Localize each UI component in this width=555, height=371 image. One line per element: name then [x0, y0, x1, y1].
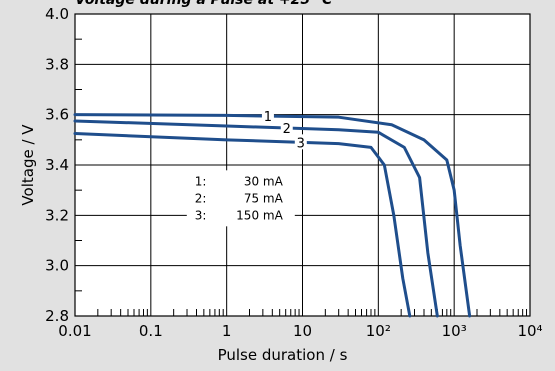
- y-tick-label: 4.0: [45, 5, 69, 23]
- curve-label-bg: [294, 134, 307, 150]
- x-axis-title: Pulse duration / s: [218, 346, 348, 364]
- y-tick-label: 3.2: [45, 206, 69, 224]
- y-tick-label: 3.6: [45, 106, 69, 124]
- x-tick-label: 10: [293, 322, 312, 340]
- curve-label-bg: [280, 120, 293, 136]
- legend-number: 1:: [195, 174, 207, 188]
- y-tick-label: 3.0: [45, 257, 69, 275]
- legend-current: 150 mA: [236, 208, 283, 222]
- x-tick-label: 10³: [442, 322, 467, 340]
- x-tick-label: 10²: [366, 322, 391, 340]
- curve-3: [73, 132, 412, 318]
- minor-ticks: [75, 38, 528, 316]
- y-tick-label: 3.4: [45, 156, 69, 174]
- y-axis-title: Voltage / V: [19, 124, 37, 206]
- curve-2: [73, 119, 439, 318]
- curve-label-2: 2: [283, 122, 291, 137]
- legend-number: 3:: [195, 208, 207, 222]
- curve-label-3: 3: [297, 136, 305, 151]
- legend-current: 75 mA: [244, 191, 284, 205]
- labels: 0.01 0.1 1 10 10² 10³ 10⁴ 2.8 3.0 3.2 3.4 3.6 3.8 4.0…: [45, 5, 542, 340]
- legend-current: 30 mA: [244, 174, 284, 188]
- x-tick-label: 1: [222, 322, 232, 340]
- chart-title: Voltage during a Pulse at +25 °C: [75, 0, 333, 8]
- y-tick-label: 2.8: [45, 307, 69, 325]
- y-tick-label: 3.8: [45, 55, 69, 73]
- grid: [74, 13, 531, 317]
- legend-number: 2:: [195, 191, 207, 205]
- curve-label-bg: [261, 108, 274, 124]
- legend-box: [186, 170, 295, 227]
- x-tick-label: 0.1: [139, 322, 163, 340]
- x-tick-label: 0.01: [58, 322, 91, 340]
- curve-label-1: 1: [264, 110, 272, 125]
- x-tick-label: 10⁴: [517, 322, 542, 340]
